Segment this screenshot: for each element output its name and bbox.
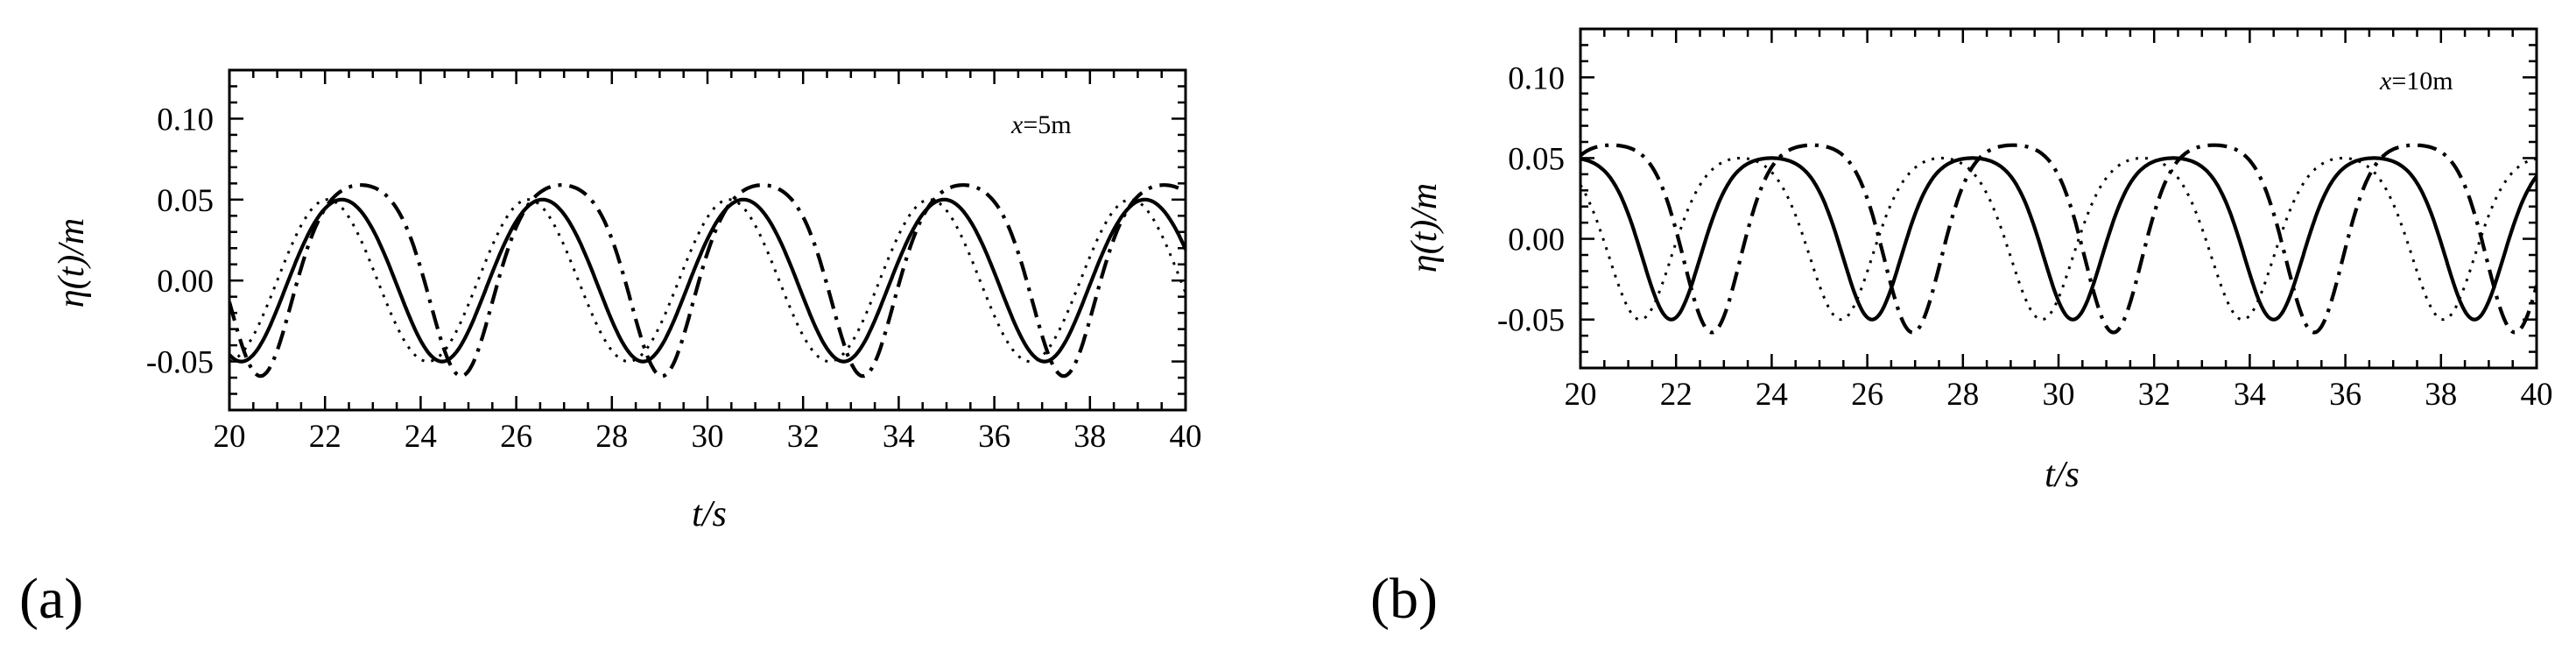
x-tick-label: 22 xyxy=(309,419,341,455)
x-tick-label: 38 xyxy=(1073,419,1106,455)
y-tick-label: -0.05 xyxy=(146,345,214,381)
series-line-solid xyxy=(229,197,1186,364)
x-axis-title: t/s xyxy=(2045,455,2080,495)
position-annotation: x=10m xyxy=(2379,67,2453,96)
x-tick-label: 38 xyxy=(2425,377,2457,413)
y-tick-label: -0.05 xyxy=(1497,303,1565,339)
x-tick-label: 36 xyxy=(978,419,1010,455)
y-axis-title: η(t)/m xyxy=(52,218,92,308)
annotation-value: =5m xyxy=(1023,110,1071,139)
x-tick-label: 26 xyxy=(500,419,532,455)
x-tick-label: 26 xyxy=(1851,377,1883,413)
x-tick-label: 22 xyxy=(1660,377,1693,413)
annotation-value: =10m xyxy=(2391,67,2453,96)
x-tick-label: 32 xyxy=(2138,377,2171,413)
y-tick-label: 0.00 xyxy=(157,264,214,300)
x-tick-label: 30 xyxy=(692,419,724,455)
x-tick-label: 40 xyxy=(1170,419,1202,455)
x-tick-label: 32 xyxy=(787,419,820,455)
x-tick-label: 30 xyxy=(2043,377,2075,413)
x-tick-label: 40 xyxy=(2521,377,2553,413)
y-axis-title: η(t)/m xyxy=(1404,183,1445,272)
x-tick-label: 36 xyxy=(2329,377,2361,413)
x-tick-label: 34 xyxy=(883,419,915,455)
x-tick-label: 28 xyxy=(1946,377,1979,413)
y-tick-label: 0.10 xyxy=(157,102,214,138)
series-line-dotted xyxy=(1580,156,2537,322)
panel-label: (b) xyxy=(1370,567,1438,631)
x-axis-title: t/s xyxy=(692,494,727,534)
annotation-variable: x xyxy=(1010,110,1024,139)
x-tick-label: 20 xyxy=(1565,377,1597,413)
panel-label: (a) xyxy=(19,567,83,631)
y-tick-label: 0.10 xyxy=(1508,60,1565,96)
series-line-dashdot xyxy=(229,183,1186,379)
x-tick-label: 24 xyxy=(1756,377,1788,413)
panel-a: 20 22 24 26 28 30 32 34 36 38 40 -0.05 0.00 0.05 0.10 t… xyxy=(19,68,1202,631)
x-tick-label: 24 xyxy=(405,419,437,455)
series-line-dashdot xyxy=(1580,143,2537,335)
panel-b: 20 22 24 26 28 30 32 34 36 38 40 -0.05 0.00 0.05 0.10 t… xyxy=(1370,27,2553,631)
annotation-variable: x xyxy=(2379,67,2392,96)
y-tick-label: 0.00 xyxy=(1508,223,1565,258)
x-tick-label: 28 xyxy=(595,419,628,455)
y-tick-label: 0.05 xyxy=(1508,141,1565,177)
x-tick-label: 20 xyxy=(214,419,246,455)
y-tick-label: 0.05 xyxy=(157,183,214,219)
x-tick-label: 34 xyxy=(2234,377,2266,413)
position-annotation: x=5m xyxy=(1010,110,1072,139)
series-line-solid xyxy=(1580,156,2537,322)
